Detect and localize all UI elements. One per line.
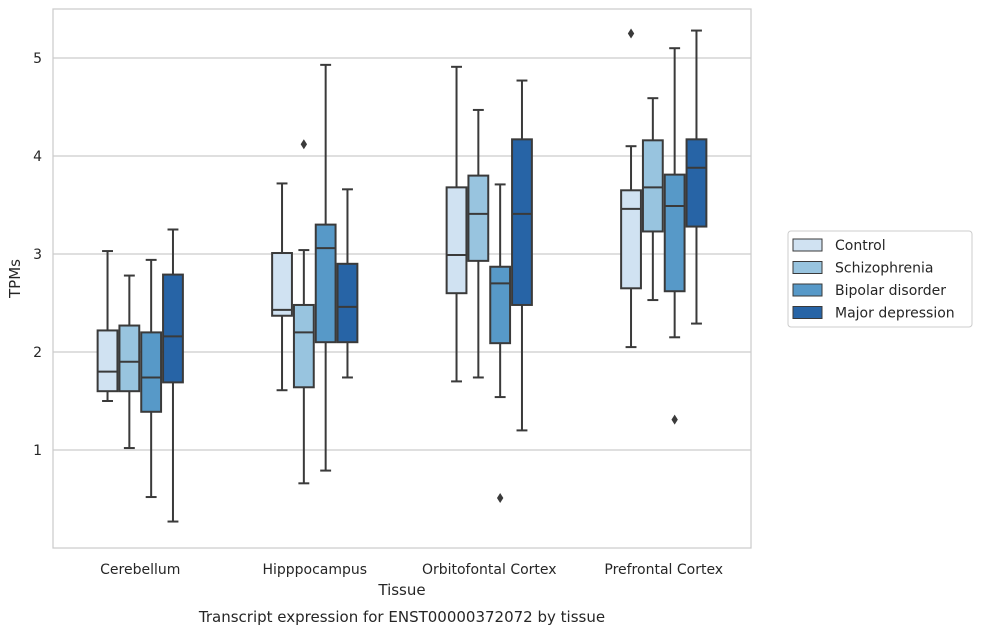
box-3-3: [685, 29, 708, 325]
legend-label: Schizophrenia: [835, 261, 933, 277]
box-body: [445, 186, 468, 295]
x-axis-label: Tissue: [377, 581, 425, 599]
box-body: [467, 174, 490, 262]
outlier-point: [496, 493, 504, 504]
box-body: [314, 223, 337, 344]
x-tick-label: Prefrontal Cortex: [604, 562, 723, 578]
y-tick-labels: 1 2 3 4 5: [33, 51, 42, 459]
box-body: [511, 138, 533, 306]
box-0-3: [162, 228, 184, 523]
outlier-point: [671, 414, 678, 425]
legend-items: Control Schizophrenia Bipolar disorder Majo…: [792, 238, 955, 322]
chart-caption: Transcript expression for ENST0000037207…: [198, 608, 605, 626]
y-axis-label: TPMs: [6, 259, 24, 299]
box-body: [140, 331, 163, 413]
legend-swatch: [792, 261, 823, 274]
box-1-2: [314, 63, 337, 472]
y-tick-label: 2: [33, 345, 42, 361]
box-2-0: [445, 65, 468, 383]
box-body: [641, 139, 664, 233]
box-1-0: [271, 182, 293, 392]
x-tick-labels: Cerebellum Hipppocampus Orbitofontal Corte…: [100, 562, 723, 578]
box-body: [489, 265, 512, 345]
box-0-1: [118, 274, 141, 450]
x-tick-label: Orbitofontal Cortex: [422, 562, 557, 578]
legend-frame: [787, 230, 973, 328]
y-tick-label: 4: [33, 149, 42, 165]
box-1-1: [292, 139, 315, 485]
legend-swatch: [792, 283, 823, 297]
x-tick-label: Cerebellum: [100, 562, 180, 578]
box-1-3: [336, 188, 359, 379]
box-3-0: [620, 28, 642, 349]
y-tick-label: 1: [33, 443, 42, 459]
box-body: [271, 252, 293, 317]
box-body: [118, 324, 141, 393]
box-0-2: [140, 258, 163, 499]
box-0-0: [96, 250, 119, 402]
box-2-1: [467, 108, 490, 379]
outlier-point: [627, 28, 635, 39]
box-2-2: [489, 183, 512, 504]
box-body: [162, 273, 184, 384]
box-body: [292, 303, 315, 389]
box-layer: [96, 28, 708, 523]
box-body: [96, 329, 119, 393]
legend: Control Schizophrenia Bipolar disorder Majo…: [787, 230, 973, 328]
box-body: [685, 138, 708, 228]
legend-label: Bipolar disorder: [835, 283, 946, 299]
legend-swatch: [792, 306, 823, 319]
box-body: [620, 189, 642, 290]
x-tick-label: Hipppocampus: [262, 562, 367, 578]
y-tick-label: 3: [33, 247, 42, 263]
box-3-2: [663, 47, 686, 425]
plot-frame: [52, 8, 752, 549]
legend-label: Control: [835, 238, 886, 254]
legend-label: Major depression: [835, 306, 955, 322]
box-body: [336, 262, 359, 344]
box-2-3: [511, 79, 533, 432]
box-3-1: [641, 97, 664, 302]
legend-swatch: [792, 238, 823, 252]
y-tick-label: 5: [33, 51, 42, 67]
outlier-point: [300, 139, 308, 150]
box-body: [663, 173, 686, 293]
